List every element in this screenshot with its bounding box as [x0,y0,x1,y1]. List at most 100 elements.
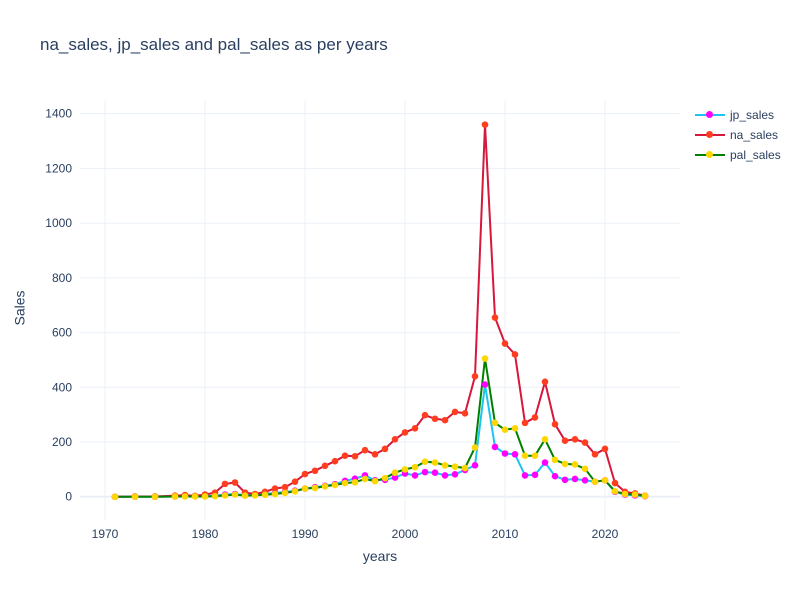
y-tick-label: 600 [52,326,72,340]
data-point-pal_sales [241,492,249,499]
x-tick-label: 2000 [392,527,419,541]
data-point-na_sales [231,479,239,486]
tick-layer: 0 200 400 600 800 1000 1200 1400 1970 1980 1990 200… [45,107,618,541]
legend-item-jp-sales[interactable]: jp_sales [695,105,781,125]
data-point-jp_sales [411,472,419,479]
data-point-pal_sales [281,489,289,497]
data-point-na_sales [301,470,309,478]
data-point-pal_sales [621,490,629,498]
data-point-pal_sales [391,469,399,476]
data-point-pal_sales [461,464,469,472]
legend[interactable]: jp_sales na_sales pal_sales [695,105,781,165]
data-point-pal_sales [341,479,349,487]
data-point-pal_sales [631,491,639,498]
data-point-na_sales [581,439,589,446]
data-point-pal_sales [411,463,419,471]
data-point-jp_sales [471,461,479,469]
data-point-na_sales [561,437,569,444]
legend-label-na-sales: na_sales [730,128,779,142]
data-point-pal_sales [151,493,159,501]
legend-swatch-jp-sales [695,109,725,121]
y-tick-label: 1200 [45,161,72,175]
data-point-na_sales [381,445,389,453]
data-point-pal_sales [201,493,209,500]
data-point-pal_sales [181,493,189,500]
data-point-jp_sales [581,477,589,484]
data-point-pal_sales [401,466,409,473]
data-point-pal_sales [291,487,299,495]
legend-swatch-na-sales [695,129,725,141]
data-point-na_sales [491,314,499,321]
y-tick-label: 200 [52,435,72,449]
data-point-na_sales [341,452,349,460]
data-point-jp_sales [501,450,509,457]
data-point-jp_sales [451,471,459,478]
data-point-pal_sales [561,460,569,468]
data-point-na_sales [391,435,399,443]
legend-swatch-pal-sales [695,149,725,161]
data-point-na_sales [331,457,339,465]
data-point-na_sales [371,451,379,458]
data-point-jp_sales [491,443,499,451]
data-point-pal_sales [591,478,599,485]
y-tick-label: 400 [52,380,72,394]
grid-layer [80,100,680,520]
data-point-na_sales [221,480,229,488]
data-point-na_sales [531,414,539,421]
data-point-pal_sales [261,491,269,499]
data-point-pal_sales [501,426,509,434]
data-point-jp_sales [481,381,489,388]
data-point-pal_sales [271,490,279,498]
data-point-na_sales [291,478,299,485]
data-point-jp_sales [391,474,399,481]
legend-item-pal-sales[interactable]: pal_sales [695,145,781,165]
data-point-na_sales [571,435,579,443]
series-layer [111,121,649,501]
data-point-na_sales [311,467,319,475]
data-point-pal_sales [431,459,439,466]
data-point-pal_sales [541,435,549,443]
x-tick-label: 2010 [492,527,519,541]
data-point-na_sales [421,411,429,419]
data-point-pal_sales [211,492,219,500]
data-point-na_sales [551,420,559,428]
data-point-jp_sales [421,468,429,476]
data-point-pal_sales [601,477,609,484]
data-point-pal_sales [571,461,579,468]
legend-label-jp-sales: jp_sales [730,108,775,122]
data-point-na_sales [481,121,489,128]
data-point-pal_sales [531,452,539,460]
data-point-pal_sales [361,475,369,483]
x-axis-title: years [362,548,398,564]
y-axis-title: Sales [11,290,28,326]
data-point-pal_sales [451,463,459,470]
data-point-na_sales [471,373,479,380]
data-point-na_sales [591,451,599,458]
data-point-pal_sales [221,492,229,499]
y-tick-label: 800 [52,271,72,285]
data-point-na_sales [351,452,359,460]
data-point-na_sales [401,429,409,436]
y-tick-label: 0 [65,490,72,504]
legend-label-pal-sales: pal_sales [730,148,781,162]
x-tick-label: 1970 [92,527,119,541]
data-point-na_sales [361,446,369,454]
data-point-na_sales [461,409,469,417]
data-point-pal_sales [111,493,119,501]
data-point-pal_sales [521,452,529,460]
series-line-pal_sales [115,358,646,498]
data-point-pal_sales [351,478,359,486]
data-point-jp_sales [531,471,539,479]
data-point-na_sales [541,378,549,386]
data-point-jp_sales [561,476,569,484]
data-point-jp_sales [431,469,439,476]
y-tick-label: 1000 [45,216,72,230]
data-point-na_sales [511,351,519,358]
legend-item-na-sales[interactable]: na_sales [695,125,781,145]
data-point-jp_sales [541,459,549,466]
data-point-pal_sales [131,493,139,501]
data-point-pal_sales [311,484,319,492]
data-point-pal_sales [331,481,339,489]
